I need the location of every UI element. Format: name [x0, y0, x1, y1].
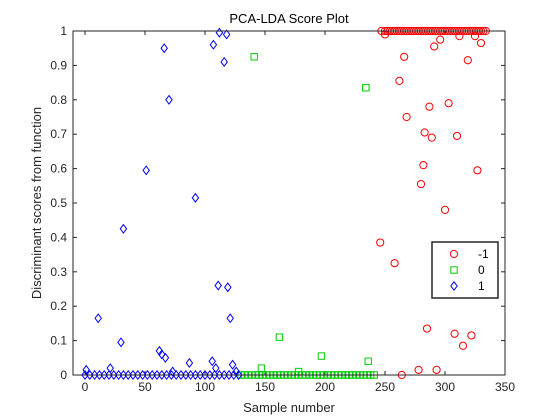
data-point-diamond [212, 363, 220, 374]
data-point-diamond [220, 56, 228, 67]
axis-ticks: 0 50 100 150 200 250 300 350 0 0.1 0.2 0.3 0.4 0.5 0.6… [50, 24, 515, 394]
y-tick-label: 0.3 [50, 265, 67, 279]
data-point-diamond [161, 352, 170, 363]
y-tick-label: 0.8 [50, 93, 67, 107]
data-point-circle [463, 56, 472, 65]
x-tick-label: 150 [255, 380, 275, 394]
data-point-circle [416, 179, 426, 189]
data-point-square [250, 53, 258, 61]
x-tick-label: 300 [435, 380, 455, 394]
data-point-circle [419, 161, 428, 170]
data-point-diamond [158, 349, 166, 360]
y-tick-label: 1 [60, 24, 67, 38]
data-point-diamond [215, 27, 224, 38]
series-circle [376, 26, 490, 380]
data-point-diamond [160, 43, 168, 54]
series-diamond [81, 27, 243, 381]
legend-marker-diamond [450, 280, 458, 292]
data-point-square [275, 333, 284, 341]
data-point-diamond [165, 94, 173, 105]
data-point-diamond [191, 192, 200, 203]
data-point-circle [455, 32, 464, 41]
data-point-diamond [185, 357, 194, 368]
data-point-diamond [222, 29, 231, 40]
data-point-diamond [94, 313, 102, 324]
data-point-diamond [106, 363, 114, 374]
data-point-circle [395, 76, 404, 85]
data-point-diamond [117, 337, 125, 348]
data-point-circle [432, 365, 441, 374]
data-point-diamond [214, 280, 222, 291]
y-tick-label: 0.1 [50, 334, 67, 348]
data-point-circle [476, 38, 486, 48]
data-point-circle [390, 259, 399, 268]
y-tick-label: 0.5 [50, 196, 67, 210]
data-point-diamond [168, 366, 177, 377]
data-point-diamond [234, 369, 243, 381]
data-point-circle [440, 205, 450, 214]
legend-box [431, 241, 499, 299]
data-point-circle [473, 166, 482, 175]
y-tick-label: 0.2 [50, 299, 67, 313]
series-square [237, 53, 378, 379]
data-point-circle [452, 131, 462, 141]
y-tick-label: 0.4 [50, 230, 67, 244]
y-tick-label: 0 [60, 368, 67, 382]
data-point-circle [376, 238, 385, 247]
legend-label: -1 [478, 247, 489, 261]
data-point-square [257, 364, 266, 372]
data-point-diamond [232, 366, 240, 377]
data-point-diamond [142, 165, 150, 176]
data-point-diamond [119, 223, 128, 234]
data-point-circle [422, 324, 432, 333]
legend-label: 0 [478, 263, 485, 277]
legend-marker-square [450, 266, 458, 274]
data-points [81, 26, 490, 381]
x-tick-label: 50 [138, 380, 152, 394]
x-axis-label: Sample number [243, 400, 335, 415]
data-point-diamond [82, 364, 90, 375]
data-point-diamond [228, 359, 237, 370]
y-tick-label: 0.6 [50, 162, 67, 176]
data-point-diamond [209, 39, 218, 50]
data-point-circle [400, 52, 409, 61]
y-tick-label: 0.9 [50, 58, 67, 72]
plot-area-frame [72, 30, 506, 376]
data-point-circle [425, 102, 434, 111]
data-point-diamond [224, 282, 232, 293]
data-point-square [317, 352, 326, 360]
data-point-circle [444, 99, 453, 108]
x-tick-label: 250 [375, 380, 395, 394]
data-point-circle [402, 112, 411, 122]
data-point-square [364, 357, 372, 365]
data-point-circle [414, 365, 423, 374]
data-point-circle [458, 341, 468, 350]
data-point-square [362, 84, 370, 92]
legend-marker-circle [449, 249, 459, 259]
chart-title: PCA-LDA Score Plot [229, 11, 349, 26]
data-point-circle [420, 128, 429, 137]
data-point-circle [436, 35, 445, 44]
y-tick-label: 0.7 [50, 127, 67, 141]
x-tick-label: 100 [195, 380, 215, 394]
data-point-diamond [208, 356, 216, 367]
x-tick-label: 0 [82, 380, 89, 394]
legend-label: 1 [478, 279, 485, 293]
y-axis-label: Discriminant scores from function [29, 107, 44, 299]
data-point-circle [427, 133, 436, 142]
data-point-circle [467, 331, 476, 340]
data-point-circle [430, 42, 439, 51]
data-point-circle [470, 32, 480, 41]
x-tick-label: 200 [315, 380, 335, 394]
legend: -1 0 1 [431, 241, 499, 299]
data-point-circle [450, 329, 459, 338]
data-point-diamond [226, 313, 234, 324]
x-tick-label: 350 [495, 380, 515, 394]
